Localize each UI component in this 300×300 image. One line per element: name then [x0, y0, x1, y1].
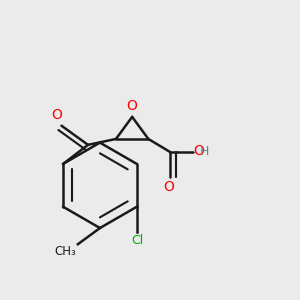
Text: Cl: Cl	[131, 234, 143, 247]
Text: O: O	[164, 180, 174, 194]
Text: O: O	[193, 144, 204, 158]
Text: O: O	[52, 108, 62, 122]
Text: CH₃: CH₃	[55, 245, 76, 258]
Text: O: O	[127, 99, 138, 113]
Text: H: H	[200, 145, 209, 158]
